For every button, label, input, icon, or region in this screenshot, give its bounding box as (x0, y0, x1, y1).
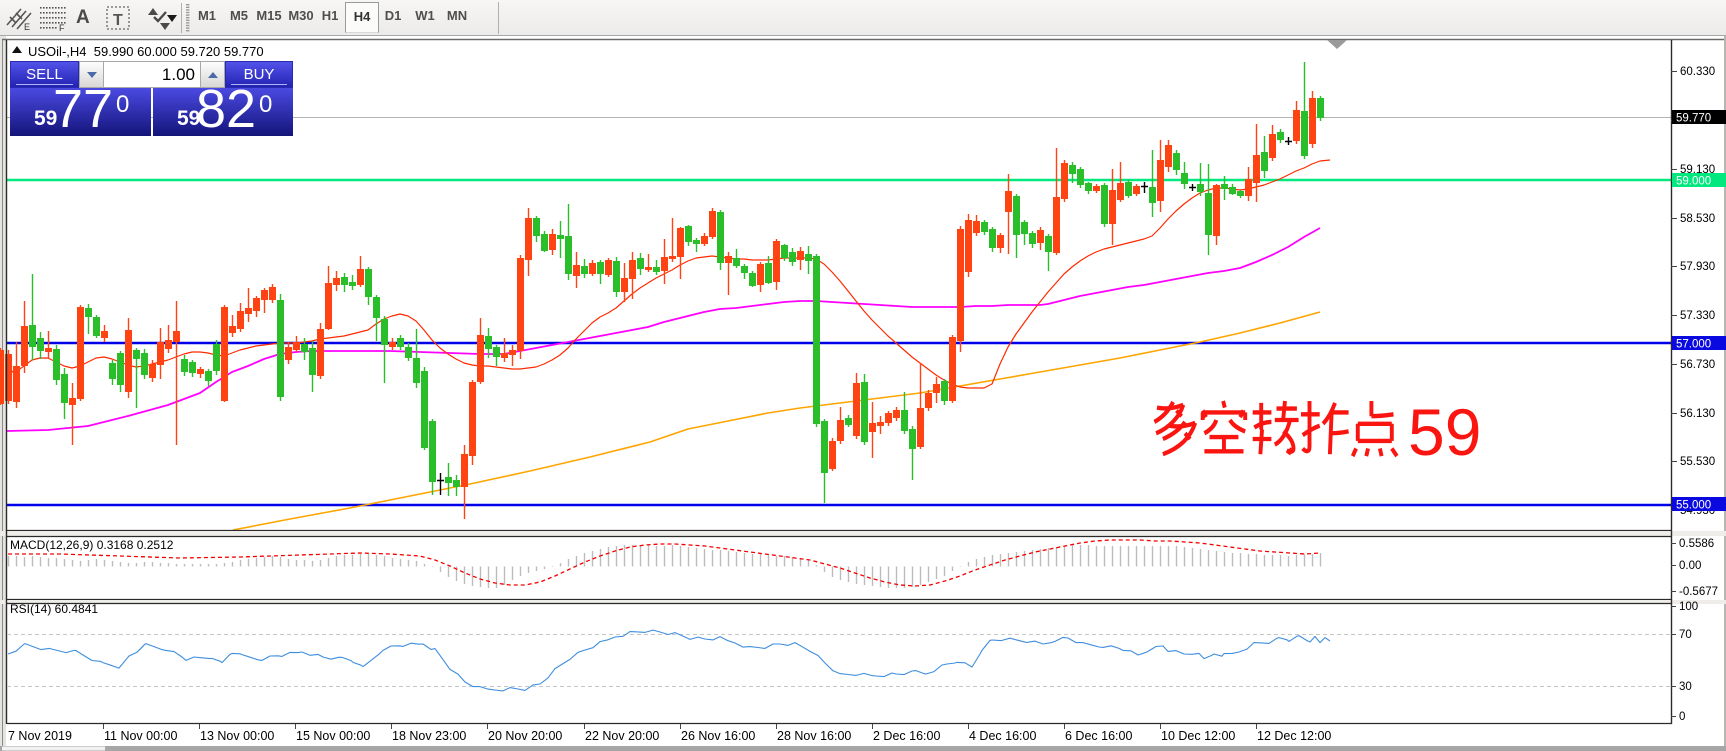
svg-text:MACD(12,26,9) 0.3168 0.2512: MACD(12,26,9) 0.3168 0.2512 (10, 538, 174, 552)
svg-text:28 Nov 16:00: 28 Nov 16:00 (777, 729, 851, 743)
svg-text:58.530: 58.530 (1680, 213, 1715, 225)
svg-text:55.000: 55.000 (1676, 500, 1711, 512)
svg-text:RSI(14) 60.4841: RSI(14) 60.4841 (10, 602, 98, 616)
svg-text:2 Dec 16:00: 2 Dec 16:00 (873, 729, 940, 743)
svg-text:56.130: 56.130 (1680, 408, 1715, 420)
svg-text:57.330: 57.330 (1680, 310, 1715, 322)
svg-text:6 Dec 16:00: 6 Dec 16:00 (1065, 729, 1132, 743)
svg-text:100: 100 (1679, 601, 1698, 613)
svg-text:0.5586: 0.5586 (1679, 538, 1714, 550)
svg-text:USOil-,H4 59.990 60.000 59.72: USOil-,H4 59.990 60.000 59.720 59.770 (28, 44, 264, 59)
svg-text:F: F (59, 23, 65, 33)
svg-text:59: 59 (1408, 395, 1481, 469)
svg-text:4 Dec 16:00: 4 Dec 16:00 (969, 729, 1036, 743)
svg-text:11 Nov 00:00: 11 Nov 00:00 (104, 729, 177, 743)
svg-text:20 Nov 20:00: 20 Nov 20:00 (488, 729, 562, 743)
svg-text:15 Nov 00:00: 15 Nov 00:00 (296, 729, 370, 743)
svg-text:0: 0 (1679, 711, 1685, 723)
svg-text:E: E (24, 22, 30, 32)
svg-text:10 Dec 12:00: 10 Dec 12:00 (1161, 729, 1235, 743)
svg-text:0.00: 0.00 (1679, 560, 1701, 572)
svg-text:60.330: 60.330 (1680, 66, 1715, 78)
svg-text:57.000: 57.000 (1676, 339, 1711, 351)
svg-text:22 Nov 20:00: 22 Nov 20:00 (585, 729, 659, 743)
svg-text:13 Nov 00:00: 13 Nov 00:00 (200, 729, 274, 743)
svg-text:7 Nov 2019: 7 Nov 2019 (8, 729, 72, 743)
svg-text:12 Dec 12:00: 12 Dec 12:00 (1257, 729, 1331, 743)
svg-text:30: 30 (1679, 681, 1692, 693)
svg-text:55.530: 55.530 (1680, 456, 1715, 468)
svg-text:T: T (113, 12, 123, 29)
svg-text:56.730: 56.730 (1680, 359, 1715, 371)
svg-text:57.930: 57.930 (1680, 261, 1715, 273)
svg-text:59.000: 59.000 (1676, 176, 1711, 188)
svg-text:70: 70 (1679, 629, 1692, 641)
svg-text:-0.5677: -0.5677 (1679, 586, 1718, 598)
svg-text:18 Nov 23:00: 18 Nov 23:00 (392, 729, 466, 743)
svg-text:59.770: 59.770 (1676, 113, 1711, 125)
svg-text:26 Nov 16:00: 26 Nov 16:00 (681, 729, 755, 743)
